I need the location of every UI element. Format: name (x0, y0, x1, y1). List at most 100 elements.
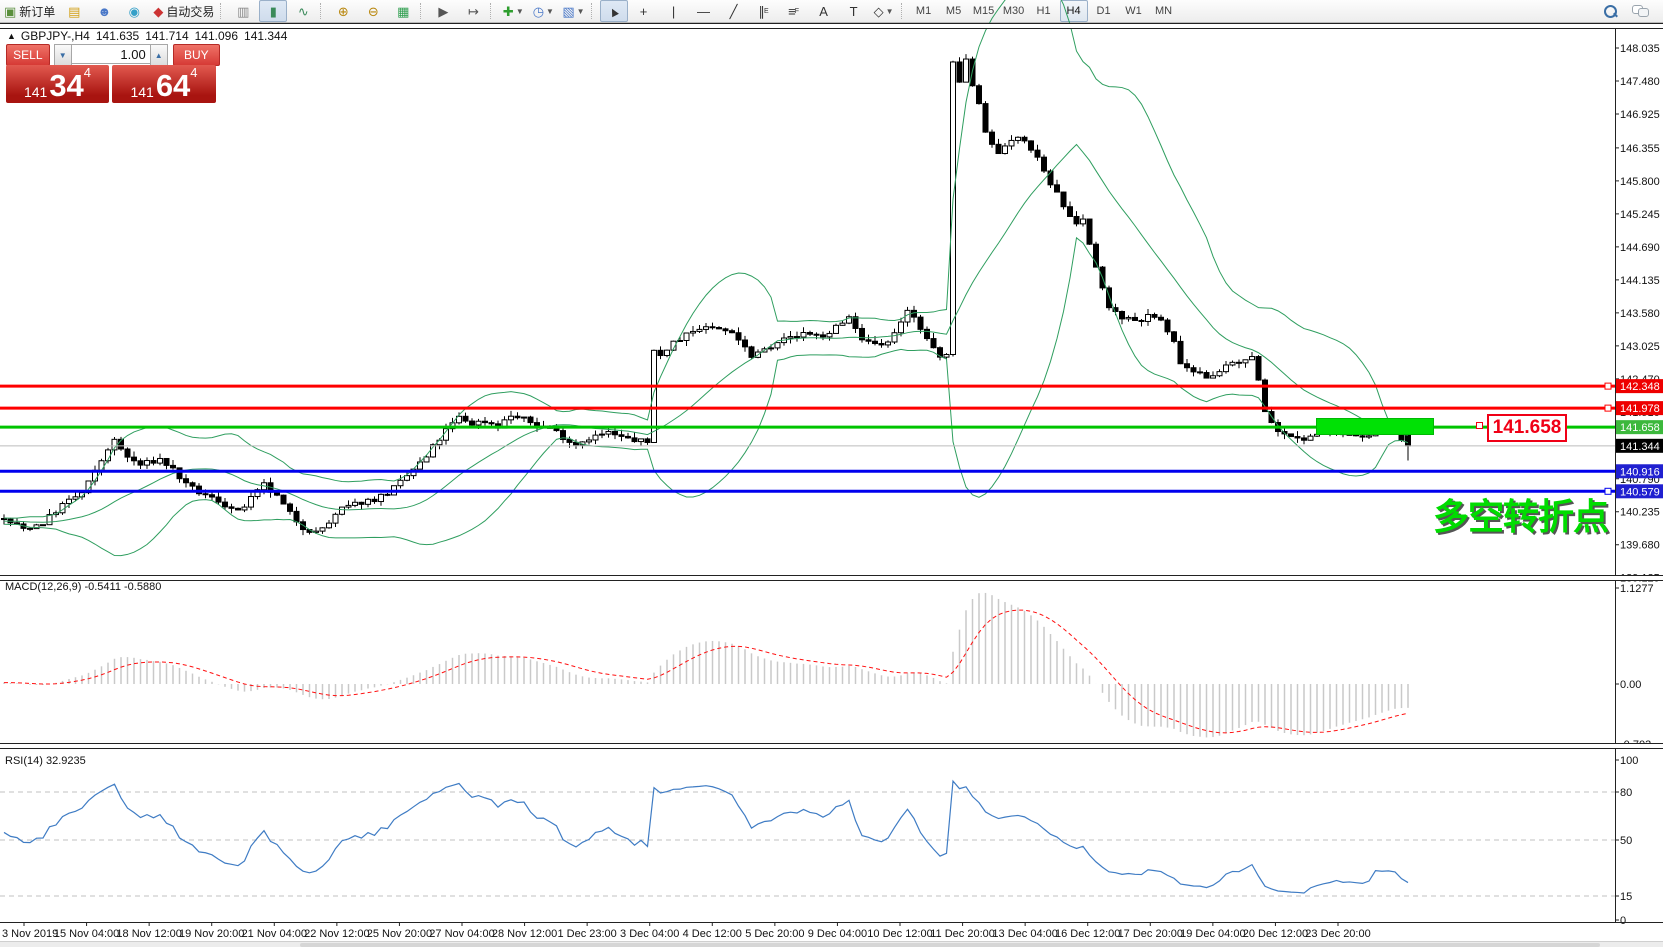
supply-zone-rectangle[interactable] (1316, 418, 1434, 435)
svg-text:0: 0 (1620, 915, 1626, 927)
svg-text:19 Nov 20:00: 19 Nov 20:00 (179, 928, 244, 940)
svg-text:28 Nov 12:00: 28 Nov 12:00 (492, 928, 557, 940)
rsi-bottom-border (0, 922, 1663, 923)
crosshair-button[interactable]: + (630, 0, 658, 22)
history-center-button[interactable]: ▤ (60, 0, 88, 22)
volume-increase-button[interactable]: ▲ (149, 44, 168, 66)
chat-button[interactable] (1626, 0, 1654, 22)
svg-text:140.916: 140.916 (1620, 466, 1660, 478)
collapse-arrow-icon[interactable]: ▲ (7, 31, 16, 41)
buy-button[interactable]: BUY (172, 44, 220, 66)
profile-icon: ☻ (97, 3, 112, 19)
arrows-dropdown-icon[interactable]: ▼ (885, 6, 894, 16)
rsi-line (3, 779, 1409, 894)
level-handle-142.348[interactable] (1604, 382, 1612, 390)
zoom-in-button[interactable]: ⊕ (329, 0, 357, 22)
timeframe-d1-button[interactable]: D1 (1096, 5, 1111, 17)
search-button[interactable] (1596, 0, 1624, 22)
symbol-info-line[interactable]: ▲ GBPJPY-,H4 141.635 141.714 141.096 141… (7, 29, 293, 43)
timeframe-w1-button[interactable]: W1 (1125, 5, 1142, 17)
text-button[interactable]: A (810, 0, 838, 22)
svg-text:139.680: 139.680 (1620, 540, 1660, 552)
svg-text:140.235: 140.235 (1620, 507, 1660, 519)
sell-button[interactable]: SELL (6, 44, 50, 66)
horizontal-scrollbar[interactable] (0, 941, 1663, 947)
timeframe-h4-button[interactable]: H4 (1059, 0, 1088, 22)
trendline-button[interactable]: ╱ (720, 0, 748, 22)
buy-price-display[interactable]: 141 64 4 (112, 65, 216, 103)
main-toolbar: ▣ 新订单 ▤ ☻ ◉ ◆ 自动交易 ▥ ▮ ∿ ⊕ ⊖ ▦ ▶ ↦ ✚ ▼ ◷ ▼ ▧ ▼ ▲ + | — ╱ ∥ E ≡ F A T ◇ ▼ M… (0, 0, 1663, 23)
svg-text:23 Dec 20:00: 23 Dec 20:00 (1305, 928, 1370, 940)
timeframe-mn-button[interactable]: MN (1154, 5, 1173, 17)
indicators-button[interactable]: ✚ ▼ (499, 0, 527, 22)
price-callout-label[interactable]: 141.658 (1487, 414, 1567, 442)
timeframe-m5-button[interactable]: M5 (945, 5, 962, 17)
buy-price-prefix: 141 (130, 84, 154, 100)
svg-text:145.800: 145.800 (1620, 176, 1660, 188)
price-axis-border (1615, 26, 1616, 922)
timeframe-m15-button[interactable]: M15 (972, 5, 995, 17)
horizontal-line-button[interactable]: — (690, 0, 718, 22)
sell-price-display[interactable]: 141 34 4 (6, 65, 109, 103)
timeframe-m1-button[interactable]: M1 (915, 5, 932, 17)
svg-text:141.344: 141.344 (1620, 441, 1660, 453)
vertical-line-icon: | (671, 3, 676, 19)
toolbar-separator (900, 3, 907, 19)
cursor-button[interactable]: ▲ (599, 0, 628, 22)
timeframe-h1-button[interactable]: H1 (1036, 5, 1051, 17)
tile-windows-button[interactable]: ▦ (389, 0, 417, 22)
new-order-button[interactable]: ▣ 新订单 (1, 0, 58, 22)
macd-rsi-separator[interactable] (0, 743, 1663, 749)
text-label-icon: T (849, 3, 858, 19)
arrows-button[interactable]: ◇ ▼ (870, 0, 898, 22)
candlestick-chart-button[interactable]: ▮ (259, 0, 288, 22)
bar-chart-button[interactable]: ▥ (229, 0, 257, 22)
volume-input[interactable] (71, 44, 150, 64)
auto-trading-button[interactable]: ◆ 自动交易 (150, 0, 217, 22)
vertical-line-button[interactable]: | (660, 0, 688, 22)
templates-button[interactable]: ▧ ▼ (559, 0, 587, 22)
buy-price-big: 64 (155, 68, 191, 103)
zoom-out-button[interactable]: ⊖ (359, 0, 387, 22)
templates-dropdown-icon[interactable]: ▼ (576, 6, 585, 16)
price-callout-handle[interactable] (1476, 422, 1483, 429)
equidistant-channel-button[interactable]: ∥ E (758, 3, 769, 19)
bollinger-lower (3, 236, 1409, 557)
new-order-icon: ▣ (4, 3, 17, 19)
profile-button[interactable]: ☻ (90, 0, 118, 22)
symbol-period: GBPJPY-,H4 (20, 29, 90, 43)
level-handle-140.579[interactable] (1604, 487, 1612, 495)
buy-price-sup: 4 (190, 65, 198, 80)
scrollbar-thumb[interactable] (300, 943, 1600, 947)
timeframe-m30-button[interactable]: M30 (1002, 5, 1025, 17)
chart-shift-button[interactable]: ↦ (459, 0, 487, 22)
volume-decrease-button[interactable]: ▼ (53, 44, 72, 66)
periods-dropdown-icon[interactable]: ▼ (546, 6, 554, 16)
svg-text:100: 100 (1620, 755, 1638, 767)
line-chart-button[interactable]: ∿ (289, 0, 317, 22)
fibonacci-retracement-button[interactable]: ≡ F (788, 3, 799, 19)
rsi-label: RSI(14) 32.9235 (5, 755, 86, 767)
svg-text:18 Nov 12:00: 18 Nov 12:00 (116, 928, 181, 940)
svg-text:4 Dec 12:00: 4 Dec 12:00 (683, 928, 742, 940)
ohlc-open: 141.635 (95, 29, 140, 43)
svg-text:147.480: 147.480 (1620, 76, 1660, 88)
bollinger-middle (3, 143, 1409, 523)
macd-label: MACD(12,26,9) -0.5411 -0.5880 (5, 581, 162, 593)
level-handle-141.978[interactable] (1604, 404, 1612, 412)
svg-text:3 Nov 2019: 3 Nov 2019 (2, 928, 58, 940)
signals-button[interactable]: ◉ (120, 0, 148, 22)
ohlc-high: 141.714 (145, 29, 189, 43)
svg-text:10 Dec 12:00: 10 Dec 12:00 (867, 928, 932, 940)
indicators-dropdown-icon[interactable]: ▼ (515, 6, 524, 16)
svg-text:15 Nov 04:00: 15 Nov 04:00 (54, 928, 119, 940)
auto-scroll-button[interactable]: ▶ (429, 0, 457, 22)
indicators-icon: ✚ (502, 3, 514, 19)
svg-text:80: 80 (1620, 787, 1632, 799)
text-label-button[interactable]: T (840, 0, 868, 22)
turning-point-annotation[interactable]: 多空转折点 (1433, 496, 1609, 537)
main-macd-separator[interactable] (0, 575, 1663, 581)
periods-button[interactable]: ◷ ▼ (529, 0, 557, 22)
